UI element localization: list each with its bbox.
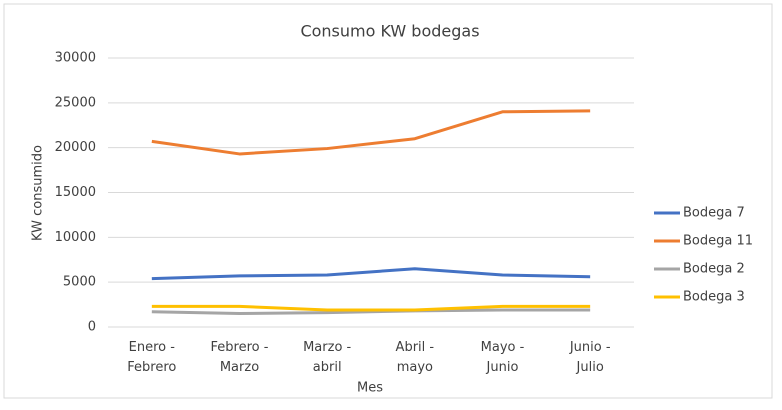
- x-tick-line: Julio: [576, 360, 604, 375]
- x-tick-line: Junio: [486, 360, 519, 375]
- y-axis-label: KW consumido: [31, 145, 46, 241]
- x-tick-line: Febrero: [127, 360, 176, 375]
- x-tick-line: mayo: [397, 360, 433, 375]
- legend-label: Bodega 7: [683, 206, 745, 221]
- x-tick-line: Mayo -: [481, 340, 525, 355]
- y-tick-label: 15000: [55, 185, 96, 200]
- x-tick-label: Abril - mayo: [396, 340, 435, 375]
- x-tick-line: Enero -: [129, 340, 176, 355]
- y-tick-label: 5000: [63, 275, 96, 290]
- legend-label: Bodega 2: [683, 262, 745, 277]
- y-tick-label: 20000: [55, 140, 96, 155]
- legend-label: Bodega 11: [683, 234, 753, 249]
- y-tick-label: 10000: [55, 230, 96, 245]
- x-tick-line: abril: [313, 360, 342, 375]
- x-tick-line: Junio -: [569, 340, 611, 355]
- x-tick-line: Febrero -: [211, 340, 269, 355]
- legend-label: Bodega 3: [683, 290, 745, 305]
- y-tick-label: 25000: [55, 95, 96, 110]
- x-axis-label: Mes: [357, 381, 383, 396]
- x-tick-line: Marzo: [220, 360, 259, 375]
- x-tick-label: Febrero - Marzo: [211, 340, 269, 375]
- y-tick-label: 0: [88, 320, 96, 335]
- series-line: [151, 304, 591, 312]
- series-line: [151, 267, 591, 281]
- x-tick-line: Marzo -: [303, 340, 351, 355]
- series-line: [151, 308, 591, 316]
- x-tick-label: Junio - Julio: [569, 340, 611, 375]
- x-tick-label: Enero - Febrero: [127, 340, 176, 375]
- chart-frame: [3, 3, 773, 399]
- chart-title: Consumo KW bodegas: [300, 22, 479, 41]
- x-tick-line: Abril -: [396, 340, 435, 355]
- x-tick-label: Mayo - Junio: [481, 340, 525, 375]
- y-tick-label: 30000: [55, 51, 96, 66]
- x-tick-label: Marzo - abril: [303, 340, 351, 375]
- series-line: [151, 109, 591, 156]
